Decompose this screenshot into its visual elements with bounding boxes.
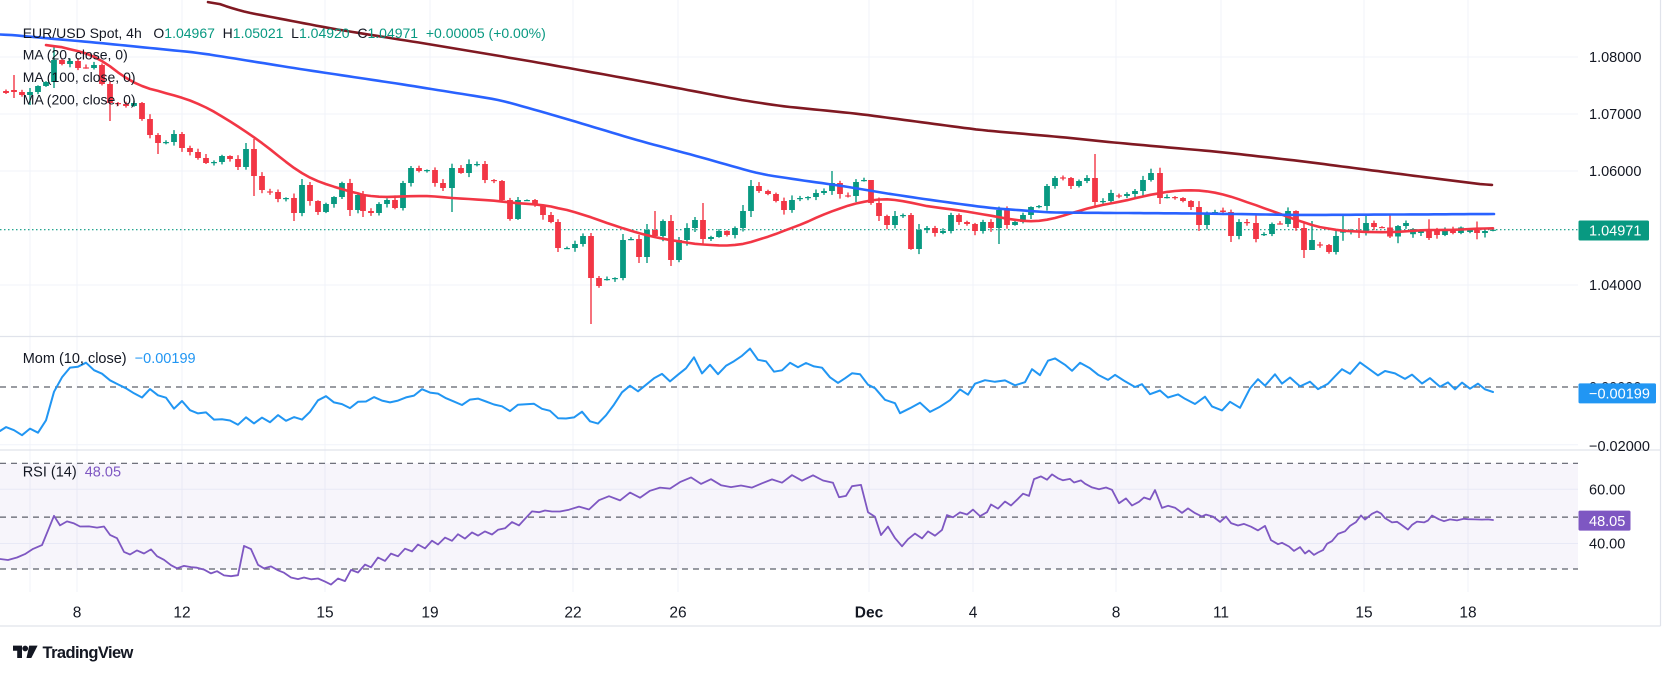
svg-text:48.05: 48.05 bbox=[1589, 514, 1625, 530]
svg-text:15: 15 bbox=[316, 605, 333, 622]
svg-text:RSI (14) 48.05: RSI (14) 48.05 bbox=[23, 465, 121, 481]
svg-text:12: 12 bbox=[173, 605, 190, 622]
svg-text:1.04971: 1.04971 bbox=[1589, 224, 1641, 240]
svg-text:Dec: Dec bbox=[855, 605, 884, 622]
svg-text:8: 8 bbox=[73, 605, 82, 622]
svg-text:−0.00199: −0.00199 bbox=[1589, 387, 1650, 403]
svg-text:22: 22 bbox=[564, 605, 581, 622]
svg-text:Mom (10, close) −0.00199: Mom (10, close) −0.00199 bbox=[23, 351, 196, 367]
svg-text:8: 8 bbox=[1112, 605, 1121, 622]
svg-text:MA (20, close, 0): MA (20, close, 0) bbox=[23, 47, 128, 63]
svg-text:EUR/USD Spot, 4h O1.04967 H: EUR/USD Spot, 4h O1.04967 H1.05021 L1.04… bbox=[23, 25, 546, 41]
svg-text:40.00: 40.00 bbox=[1589, 537, 1625, 553]
svg-text:26: 26 bbox=[669, 605, 686, 622]
svg-text:15: 15 bbox=[1355, 605, 1372, 622]
svg-text:4: 4 bbox=[969, 605, 978, 622]
svg-text:1.06000: 1.06000 bbox=[1589, 164, 1641, 180]
svg-text:60.00: 60.00 bbox=[1589, 483, 1625, 499]
svg-text:−0.02000: −0.02000 bbox=[1589, 439, 1650, 455]
svg-text:1.07000: 1.07000 bbox=[1589, 107, 1641, 123]
svg-text:11: 11 bbox=[1213, 605, 1229, 622]
svg-text:1.08000: 1.08000 bbox=[1589, 50, 1641, 66]
svg-text:MA (200, close, 0): MA (200, close, 0) bbox=[23, 92, 136, 108]
svg-text:1.04000: 1.04000 bbox=[1589, 278, 1641, 294]
svg-text:MA (100, close, 0): MA (100, close, 0) bbox=[23, 69, 136, 85]
svg-text:TradingView: TradingView bbox=[43, 644, 134, 662]
svg-text:18: 18 bbox=[1459, 605, 1476, 622]
svg-text:19: 19 bbox=[421, 605, 438, 622]
